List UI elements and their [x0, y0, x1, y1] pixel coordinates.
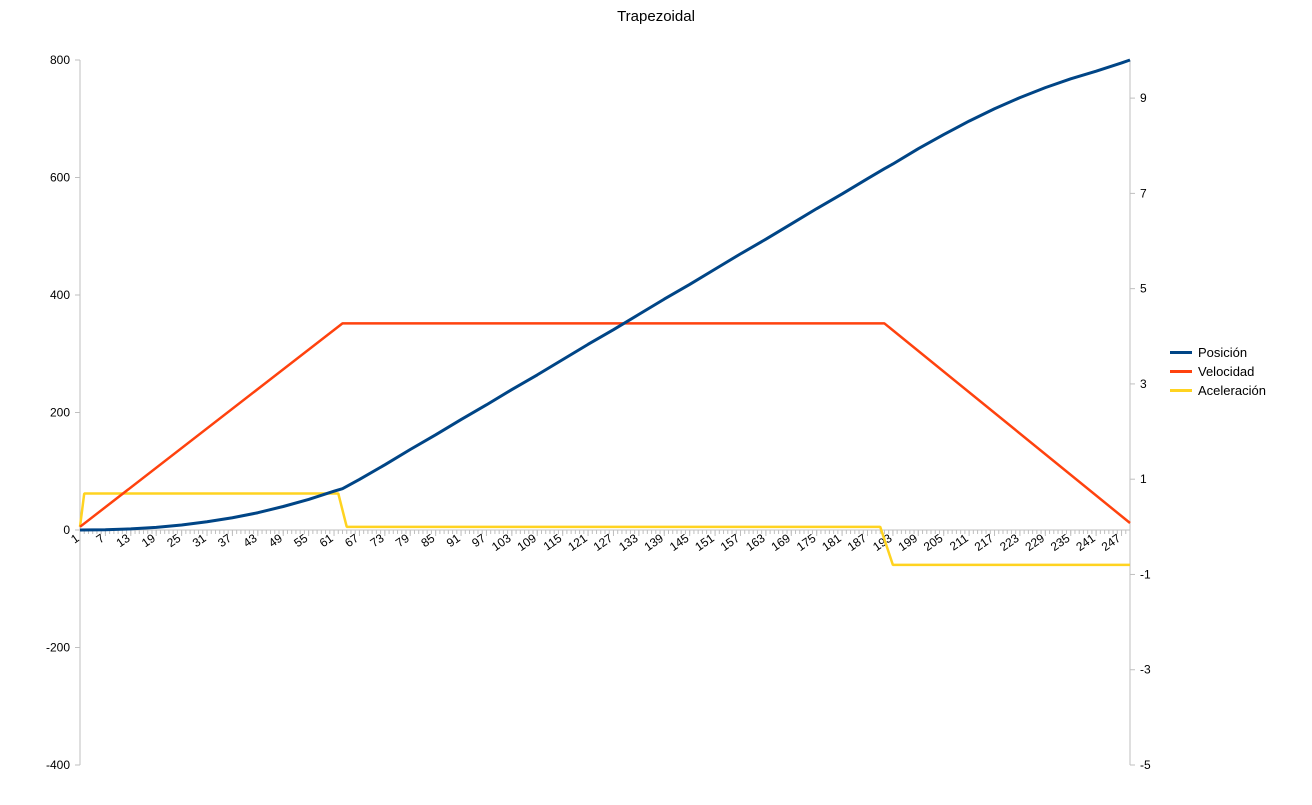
x-label: 163: [743, 531, 768, 554]
y-right-label: 9: [1140, 91, 1147, 105]
chart-container: Trapezoidal -400-2000200400600800-5-3-11…: [0, 0, 1312, 805]
x-label: 73: [368, 531, 387, 550]
y-right-label: -5: [1140, 758, 1151, 772]
x-label: 67: [342, 531, 361, 550]
x-label: 31: [190, 531, 209, 550]
chart-svg: -400-2000200400600800-5-3-11357917131925…: [0, 0, 1312, 805]
x-label: 85: [418, 531, 437, 550]
x-label: 157: [718, 531, 743, 554]
series-velocidad: [80, 323, 1130, 526]
x-label: 235: [1048, 531, 1073, 554]
y-right-label: 3: [1140, 377, 1147, 391]
x-label: 169: [769, 531, 794, 554]
y-left-label: -200: [46, 641, 70, 655]
x-label: 13: [114, 531, 133, 550]
x-label: 55: [291, 531, 310, 550]
y-right-label: -3: [1140, 663, 1151, 677]
x-label: 121: [565, 531, 590, 554]
x-label: 133: [616, 531, 641, 554]
legend-item: Posición: [1170, 345, 1266, 360]
legend-swatch: [1170, 351, 1192, 354]
x-label: 37: [215, 531, 234, 550]
x-label: 175: [794, 531, 819, 554]
legend-item: Aceleración: [1170, 383, 1266, 398]
x-label: 97: [469, 531, 488, 550]
x-label: 61: [317, 531, 336, 550]
y-right-label: -1: [1140, 567, 1151, 581]
legend: Posición Velocidad Aceleración: [1170, 345, 1266, 402]
y-right-label: 1: [1140, 472, 1147, 486]
y-right-label: 5: [1140, 282, 1147, 296]
x-label: 223: [997, 531, 1022, 554]
x-label: 115: [541, 531, 565, 554]
x-label: 127: [591, 531, 616, 554]
y-left-label: 600: [50, 171, 70, 185]
x-label: 217: [972, 531, 997, 554]
legend-label: Aceleración: [1198, 383, 1266, 398]
x-label: 103: [489, 531, 514, 554]
legend-label: Posición: [1198, 345, 1247, 360]
x-label: 25: [164, 531, 183, 550]
x-label: 109: [515, 531, 540, 554]
legend-label: Velocidad: [1198, 364, 1254, 379]
x-label: 229: [1023, 531, 1048, 554]
x-label: 139: [642, 531, 667, 554]
x-label: 205: [921, 531, 946, 554]
y-right-label: 7: [1140, 186, 1147, 200]
x-label: 199: [896, 531, 921, 554]
x-label: 49: [266, 531, 285, 550]
legend-swatch: [1170, 389, 1192, 392]
y-left-label: 400: [50, 288, 70, 302]
x-label: 241: [1073, 531, 1098, 554]
x-label: 79: [393, 531, 412, 550]
y-left-label: 800: [50, 53, 70, 67]
series-aceleración: [80, 493, 1130, 564]
x-label: 19: [139, 531, 158, 550]
legend-swatch: [1170, 370, 1192, 373]
x-label: 247: [1099, 531, 1124, 554]
y-left-label: -400: [46, 758, 70, 772]
x-label: 211: [947, 531, 971, 554]
x-label: 187: [845, 531, 870, 554]
legend-item: Velocidad: [1170, 364, 1266, 379]
x-label: 145: [667, 531, 692, 554]
x-label: 91: [444, 531, 463, 550]
x-label: 43: [241, 531, 260, 550]
x-label: 151: [692, 531, 717, 554]
y-left-label: 200: [50, 406, 70, 420]
x-label: 181: [819, 531, 844, 554]
series-posición: [80, 60, 1130, 530]
